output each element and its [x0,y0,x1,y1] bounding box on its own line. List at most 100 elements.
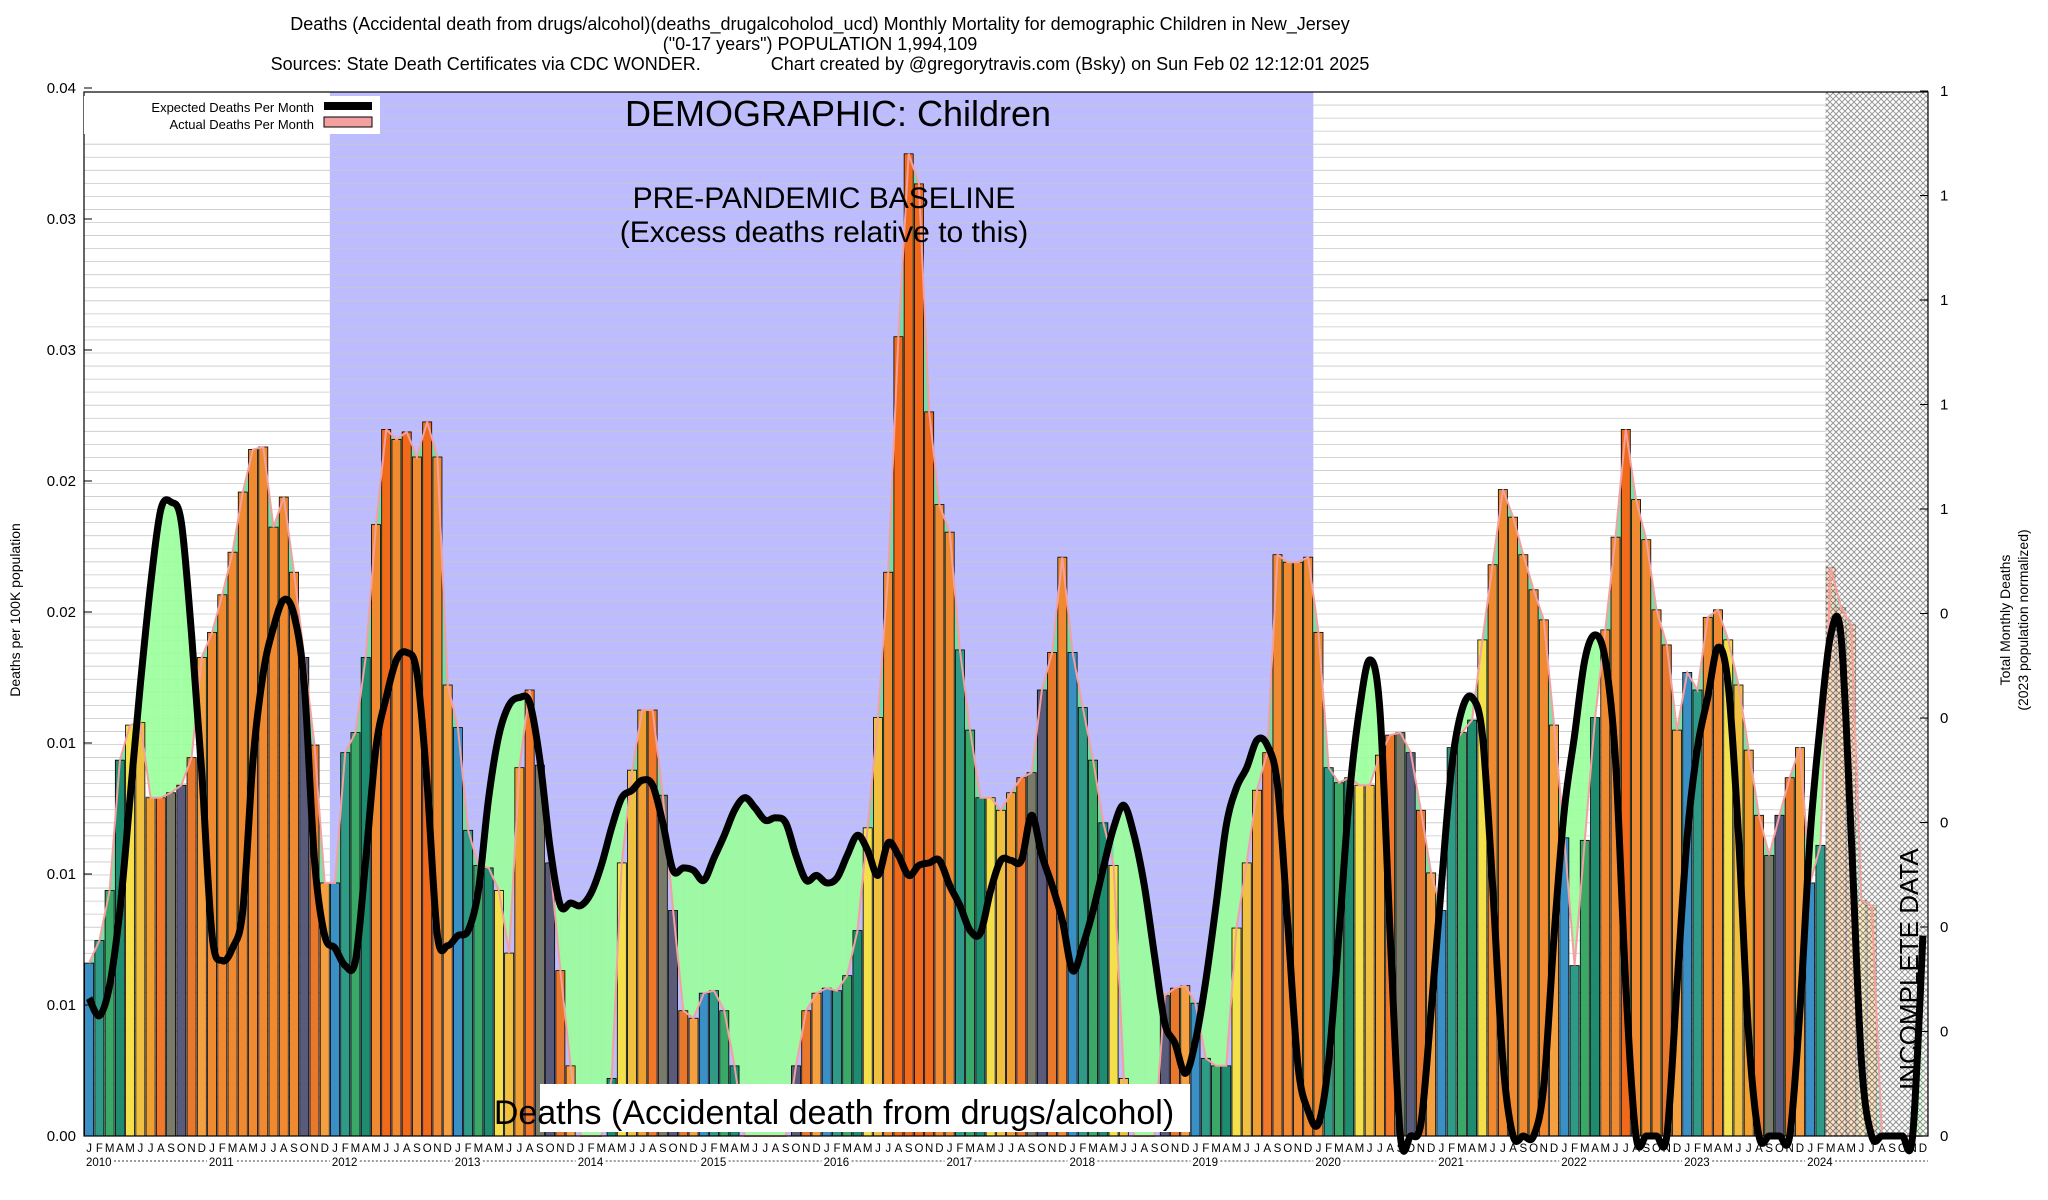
x-month-label: M [248,1143,258,1155]
actual-bar [1067,652,1078,1137]
x-month-label: F [1694,1143,1701,1155]
x-month-label: M [1723,1143,1733,1155]
actual-bar [217,594,228,1137]
x-month-label: D [1058,1143,1066,1155]
actual-bar [893,336,904,1137]
x-month-label: M [1457,1143,1467,1155]
x-month-label: F [588,1143,595,1155]
y2-tick-label: 0 [1940,815,1948,832]
x-month-label: A [157,1143,165,1155]
x-month-label: M [1232,1143,1242,1155]
actual-bar [914,183,924,1137]
actual-bar [1211,1065,1221,1137]
excess-deficit-area [591,865,602,1136]
x-month-label: J [701,1143,707,1155]
excess-deficit-area [785,822,796,1136]
x-month-label: J [86,1143,92,1155]
actual-bar [442,684,453,1137]
x-month-label: A [1468,1143,1476,1155]
x-month-label: O [177,1143,186,1155]
x-month-label: O [1529,1143,1538,1155]
x-month-label: O [300,1143,309,1155]
x-month-label: A [1386,1143,1394,1155]
x-month-label: J [1684,1143,1690,1155]
excess-deficit-area [1461,697,1473,733]
excess-deficit-area [683,867,694,1019]
x-month-label: D [1550,1143,1558,1155]
actual-bar [1569,965,1580,1137]
x-month-label: N [1417,1143,1425,1155]
x-month-label: J [383,1143,389,1155]
x-month-label: S [1397,1143,1405,1155]
x-month-label: N [433,1143,441,1155]
x-month-label: A [608,1143,616,1155]
y-tick-label: 0.01 [47,997,76,1014]
actual-bar [1774,814,1785,1137]
x-month-label: J [1561,1143,1567,1155]
x-month-label: M [1334,1143,1344,1155]
x-month-label: M [842,1143,852,1155]
actual-bar [278,496,289,1137]
actual-bar [1313,631,1324,1137]
actual-bar [289,571,299,1137]
excess-deficit-area [1236,767,1247,929]
x-month-label: J [1008,1143,1014,1155]
x-month-label: A [116,1143,124,1155]
x-month-label: F [711,1143,718,1155]
x-month-label: M [617,1143,627,1155]
x-year-label: 2010 [86,1157,112,1169]
legend-actual-swatch [323,116,373,128]
actual-bar [1631,499,1641,1137]
x-month-label: J [1121,1143,1127,1155]
x-month-label: M [1109,1143,1119,1155]
x-year-label: 2014 [578,1157,604,1169]
actual-bar [401,431,412,1137]
x-month-label: J [639,1143,645,1155]
excess-deficit-area [693,870,704,1019]
chart-title-line-1: Deaths (Accidental death from drugs/alco… [290,14,1350,34]
x-month-label: D [812,1143,820,1155]
excess-deficit-area [1584,634,1596,841]
excess-deficit-area [1226,787,1237,1066]
excess-deficit-area [1246,740,1257,863]
y2-tick-label: 1 [1940,397,1948,414]
x-month-label: J [517,1143,523,1155]
excess-deficit-area [765,817,776,1136]
x-month-label: J [332,1143,338,1155]
demographic-annotation: DEMOGRAPHIC: Children [625,93,1051,134]
x-month-label: J [1490,1143,1496,1155]
excess-deficit-area [1359,659,1370,786]
y2-tick-label: 0 [1940,1128,1948,1145]
x-month-label: N [1048,1143,1056,1155]
excess-deficit-area [826,877,837,991]
x-month-label: M [371,1143,381,1155]
x-month-label: M [474,1143,484,1155]
x-month-label: A [1509,1143,1517,1155]
x-month-label: A [854,1143,862,1155]
x-month-label: M [494,1143,504,1155]
y2-axis-label-line-1: Total Monthly Deaths [1997,555,2013,686]
x-month-label: M [125,1143,135,1155]
actual-bar [391,439,402,1137]
y2-tick-label: 0 [1940,710,1948,727]
x-month-label: S [905,1143,913,1155]
x-month-label: S [782,1143,790,1155]
x-month-label: J [1736,1143,1742,1155]
actual-bar [1057,556,1068,1137]
legend-expected-swatch [324,102,372,110]
excess-deficit-area [171,502,182,793]
y2-tick-label: 1 [1940,501,1948,518]
x-month-label: M [1580,1143,1590,1155]
excess-deficit-area [601,827,612,1136]
excess-deficit-area [1134,835,1145,1136]
x-month-label: S [1888,1143,1896,1155]
actual-bar [1200,1057,1211,1137]
x-month-label: J [762,1143,768,1155]
x-month-label: S [536,1143,544,1155]
x-month-label: F [342,1143,349,1155]
excess-deficit-area [1123,805,1135,1136]
x-month-label: D [198,1143,206,1155]
x-month-label: F [1079,1143,1086,1155]
x-month-label: N [556,1143,564,1155]
y2-tick-label: 0 [1940,1024,1948,1041]
